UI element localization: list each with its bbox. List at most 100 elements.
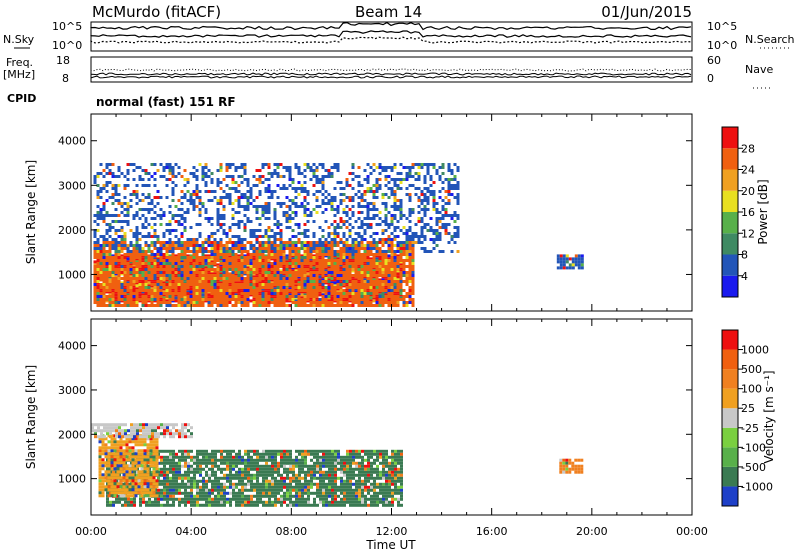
data-cell [352, 196, 355, 199]
data-cell [385, 202, 388, 205]
data-cell [226, 163, 229, 166]
data-cell [106, 256, 109, 259]
data-cell [433, 190, 436, 193]
data-cell [187, 244, 190, 247]
data-cell [148, 286, 151, 289]
data-cell [331, 286, 334, 289]
data-cell [181, 196, 184, 199]
data-cell [286, 268, 289, 271]
data-cell [133, 292, 136, 295]
data-cell [187, 262, 190, 265]
data-cell [283, 262, 286, 265]
data-cell [292, 217, 295, 220]
data-cell [166, 289, 169, 292]
data-cell [169, 211, 172, 214]
data-cell [361, 220, 364, 223]
data-cell [397, 220, 400, 223]
data-cell [379, 289, 382, 292]
data-cell [361, 286, 364, 289]
data-cell [100, 277, 103, 280]
data-cell [97, 190, 100, 193]
data-cell [355, 238, 358, 241]
data-cell [319, 259, 322, 262]
data-cell [112, 238, 115, 241]
data-cell [382, 241, 385, 244]
data-cell [298, 271, 301, 274]
data-cell [94, 253, 97, 256]
data-cell [406, 235, 409, 238]
data-cell [424, 181, 427, 184]
data-cell [109, 271, 112, 274]
data-cell [394, 163, 397, 166]
data-cell [301, 301, 304, 304]
data-cell [400, 205, 403, 208]
data-cell [355, 241, 358, 244]
data-cell [247, 268, 250, 271]
data-cell [304, 211, 307, 214]
data-cell [373, 196, 376, 199]
data-cell [217, 169, 220, 172]
data-cell [193, 244, 196, 247]
data-cell [445, 226, 448, 229]
data-cell [109, 268, 112, 271]
data-cell [100, 244, 103, 247]
data-cell [448, 184, 451, 187]
data-cell [136, 268, 139, 271]
data-cell [247, 271, 250, 274]
data-cell [307, 235, 310, 238]
data-cell [259, 235, 262, 238]
data-cell [118, 202, 121, 205]
data-cell [148, 262, 151, 265]
data-cell [181, 190, 184, 193]
data-cell [430, 184, 433, 187]
data-cell [298, 238, 301, 241]
data-cell [361, 205, 364, 208]
data-cell [130, 277, 133, 280]
data-cell [178, 277, 181, 280]
data-cell [328, 172, 331, 175]
data-cell [442, 250, 445, 253]
data-cell [139, 244, 142, 247]
data-cell [259, 178, 262, 181]
data-cell [322, 283, 325, 286]
data-cell [259, 286, 262, 289]
data-cell [175, 262, 178, 265]
data-cell [133, 247, 136, 250]
data-cell [340, 292, 343, 295]
data-cell [274, 301, 277, 304]
data-cell [97, 262, 100, 265]
data-cell [103, 220, 106, 223]
data-cell [388, 274, 391, 277]
data-cell [289, 253, 292, 256]
data-cell [148, 289, 151, 292]
data-cell [232, 292, 235, 295]
data-cell [109, 163, 112, 166]
data-cell [217, 292, 220, 295]
data-cell [244, 223, 247, 226]
data-cell [376, 292, 379, 295]
data-cell [391, 238, 394, 241]
data-cell [340, 220, 343, 223]
data-cell [259, 223, 262, 226]
data-cell [352, 253, 355, 256]
data-cell [355, 283, 358, 286]
data-cell [196, 196, 199, 199]
data-cell [364, 229, 367, 232]
data-cell [352, 256, 355, 259]
data-cell [361, 238, 364, 241]
data-cell [370, 296, 373, 299]
data-cell [385, 208, 388, 211]
data-cell [247, 286, 250, 289]
data-cell [157, 241, 160, 244]
data-cell [397, 172, 400, 175]
data-cell [292, 253, 295, 256]
data-cell [244, 301, 247, 304]
data-cell [388, 175, 391, 178]
data-cell [379, 238, 382, 241]
data-cell [223, 232, 226, 235]
data-cell [124, 208, 127, 211]
data-cell [367, 178, 370, 181]
data-cell [229, 268, 232, 271]
data-cell [187, 298, 190, 301]
data-cell [349, 217, 352, 220]
